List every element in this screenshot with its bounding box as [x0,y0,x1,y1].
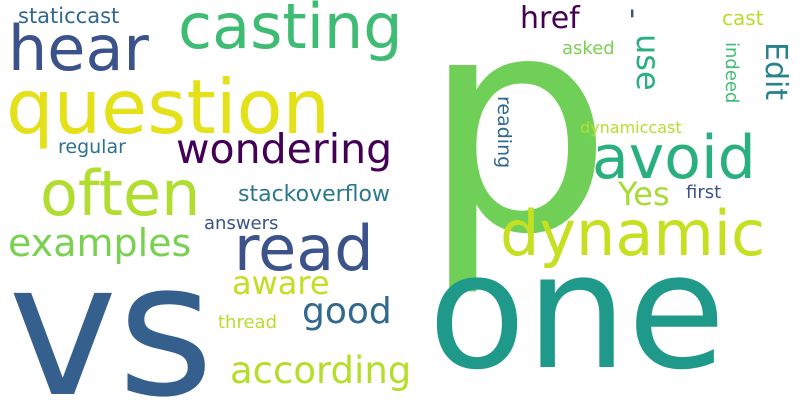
word-hear: hear [8,12,149,85]
word-asked: asked [562,38,615,59]
word-aware: aware [232,264,330,302]
word-avoid: avoid [592,123,756,193]
word-indeed: indeed [721,42,742,104]
word-examples: examples [8,221,192,265]
word-casting: casting [178,0,403,63]
word-one: one [428,218,726,400]
word-first: first [686,182,722,203]
word-thread: thread [218,312,278,333]
word-p: p [422,0,613,300]
word-dash: - [616,8,651,19]
word-vs: vs [8,222,214,400]
word-read: read [234,212,374,285]
word-use: use [629,34,667,91]
word-dynamiccast: dynamiccast [580,118,682,137]
word-edit: Edit [758,42,793,101]
word-answers: answers [204,213,279,234]
word-dynamic: dynamic [500,197,766,270]
word-href: href [520,1,580,36]
word-yes: Yes [618,175,670,213]
word-reading: reading [493,96,515,169]
word-staticcast: staticcast [18,4,120,28]
word-often: often [40,157,201,230]
word-good: good [302,291,392,332]
word-regular: regular [58,136,126,158]
word-according: according [230,349,412,392]
word-wondering: wondering [176,125,393,173]
word-question: question [6,63,331,151]
word-stackoverflow: stackoverflow [238,182,390,207]
word-cast: cast [722,6,764,30]
